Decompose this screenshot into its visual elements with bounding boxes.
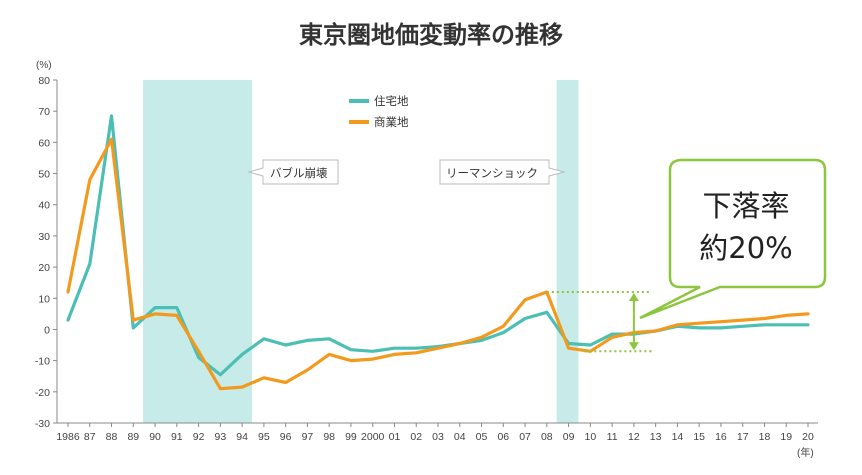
- x-tick-label: 88: [106, 431, 118, 443]
- x-tick-label: 10: [585, 431, 597, 443]
- y-tick-label: 40: [38, 200, 50, 212]
- x-tick-label: 87: [84, 431, 96, 443]
- x-tick-label: 99: [345, 431, 357, 443]
- lehman-shock-annotation: リーマンショック: [439, 159, 566, 185]
- callout-line1: 下落率: [702, 189, 789, 223]
- bubble-burst-annotation: バブル崩壊: [247, 159, 339, 185]
- x-tick-label: 1986: [56, 431, 80, 443]
- x-tick-label: 89: [127, 431, 139, 443]
- x-tick-label: 06: [497, 431, 509, 443]
- shaded-period-1: [556, 80, 579, 423]
- series-lines: [66, 114, 810, 391]
- y-tick-label: 50: [38, 169, 50, 181]
- bracket-arrow-up: [628, 293, 639, 302]
- x-tick-label: 94: [236, 431, 248, 443]
- x-tick-label: 04: [454, 431, 466, 443]
- x-tick-label: 14: [672, 431, 684, 443]
- x-tick-label: 13: [650, 431, 662, 443]
- x-tick-label: 16: [715, 431, 727, 443]
- y-tick-label: 60: [38, 137, 50, 149]
- y-tick-label: 30: [38, 231, 50, 243]
- x-tick-label: 2000: [361, 431, 385, 443]
- x-tick-label: 92: [193, 431, 205, 443]
- y-tick-label: 0: [44, 324, 50, 336]
- x-tick-label: 11: [607, 431, 618, 443]
- callout-bubble: [639, 158, 827, 320]
- y-tick-label: 80: [38, 75, 50, 87]
- shaded-periods: [143, 80, 579, 423]
- x-tick-label: 18: [759, 431, 771, 443]
- lehman-shock-label: リーマンショック: [446, 166, 538, 180]
- y-tick-label: -20: [35, 387, 50, 399]
- x-tick-label: 95: [258, 431, 270, 443]
- callout-line2: 約20%: [699, 231, 792, 265]
- chart-title: 東京圏地価変動率の推移: [299, 21, 563, 49]
- x-tick-label: 08: [541, 431, 553, 443]
- decline-bracket: [546, 291, 652, 353]
- shaded-period-0: [143, 80, 252, 423]
- y-tick-label: 70: [38, 106, 50, 118]
- y-tick-label: -10: [35, 356, 50, 368]
- bubble-burst-label-box: [247, 159, 339, 185]
- legend: 住宅地 商業地: [349, 94, 409, 129]
- x-tick-label: 02: [410, 431, 422, 443]
- x-tick-label: 07: [519, 431, 531, 443]
- bubble-burst-label: バブル崩壊: [270, 166, 328, 180]
- x-tick-label: 90: [149, 431, 161, 443]
- legend-label-residential: 住宅地: [374, 94, 409, 108]
- x-tick-label: 93: [215, 431, 227, 443]
- lehman-shock-label-box: [439, 159, 566, 185]
- y-tick-labels: 80 70 60 50 40 30 20 10 0 -10 -20 -30: [35, 75, 57, 430]
- decline-callout: 下落率 約20%: [639, 158, 827, 320]
- x-tick-label: 05: [476, 431, 488, 443]
- legend-label-commercial: 商業地: [374, 115, 409, 129]
- x-tick-label: 19: [780, 431, 792, 443]
- x-tick-label: 15: [693, 431, 705, 443]
- x-tick-label: 01: [389, 431, 401, 443]
- x-tick-label: 17: [737, 431, 749, 443]
- bracket-arrow-down: [628, 342, 639, 351]
- x-tick-label: 96: [280, 431, 292, 443]
- x-tick-labels: 1986 87 88 89 90 91 92 93 94 95 96 97 98 99 2000 01 02 03…: [56, 423, 814, 443]
- x-tick-label: 20: [802, 431, 814, 443]
- x-tick-label: 97: [302, 431, 314, 443]
- x-axis-unit: (年): [797, 446, 814, 459]
- x-tick-label: 12: [628, 431, 640, 443]
- x-tick-label: 09: [563, 431, 575, 443]
- y-tick-label: -30: [35, 418, 50, 430]
- series-line-commercial: [66, 137, 810, 391]
- y-tick-label: 10: [38, 293, 50, 305]
- x-tick-label: 98: [323, 431, 335, 443]
- x-tick-label: 03: [432, 431, 444, 443]
- y-axis-unit: (%): [36, 60, 52, 71]
- y-tick-label: 20: [38, 262, 50, 274]
- x-tick-label: 91: [171, 431, 183, 443]
